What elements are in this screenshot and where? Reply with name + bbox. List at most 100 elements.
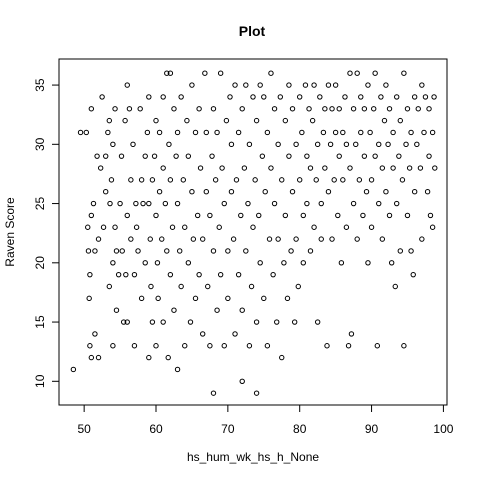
- data-point: [335, 212, 341, 219]
- data-point: [207, 212, 213, 219]
- data-point: [320, 129, 327, 136]
- data-point: [372, 70, 378, 76]
- data-point: [153, 343, 159, 349]
- data-point: [376, 141, 382, 148]
- data-point: [279, 177, 285, 183]
- data-point: [203, 129, 209, 136]
- data-point: [197, 165, 204, 171]
- x-tick-label: 80: [293, 422, 307, 436]
- data-point: [164, 248, 170, 254]
- data-point: [185, 260, 192, 266]
- data-point: [331, 177, 337, 183]
- data-point: [432, 165, 438, 171]
- data-point: [250, 224, 256, 230]
- data-point: [239, 307, 245, 313]
- data-point: [277, 94, 284, 100]
- data-point: [92, 331, 98, 337]
- data-point: [131, 271, 138, 278]
- data-point: [144, 129, 151, 136]
- data-point: [399, 177, 406, 183]
- data-point: [196, 271, 202, 278]
- data-point: [164, 70, 170, 76]
- data-point: [88, 354, 95, 361]
- data-point: [87, 271, 93, 278]
- data-points: [70, 70, 438, 396]
- data-point: [347, 70, 353, 76]
- data-point: [385, 141, 391, 148]
- data-point: [311, 224, 317, 230]
- data-point: [379, 236, 386, 242]
- data-point: [167, 271, 174, 278]
- data-point: [286, 153, 292, 159]
- data-point: [350, 106, 357, 112]
- data-point: [297, 94, 303, 100]
- data-point: [358, 129, 364, 136]
- x-tick-label: 90: [365, 422, 379, 436]
- data-point: [313, 177, 319, 183]
- data-point: [160, 319, 166, 325]
- data-point: [403, 141, 409, 148]
- data-point: [88, 106, 95, 112]
- data-point: [392, 283, 398, 290]
- data-point: [126, 106, 133, 112]
- data-point: [275, 141, 281, 148]
- data-point: [115, 271, 122, 278]
- data-point: [105, 129, 111, 136]
- data-point: [314, 319, 321, 325]
- data-point: [235, 271, 242, 278]
- data-point: [253, 390, 260, 396]
- data-point: [205, 283, 211, 290]
- data-point: [378, 94, 384, 100]
- data-point: [396, 153, 402, 159]
- data-point: [289, 106, 296, 112]
- data-point: [381, 117, 388, 124]
- data-point: [171, 307, 177, 313]
- data-point: [325, 189, 332, 195]
- data-point: [329, 236, 335, 242]
- data-point: [264, 129, 271, 136]
- data-point: [390, 129, 396, 136]
- data-point: [103, 189, 109, 195]
- data-point: [286, 82, 292, 88]
- data-point: [155, 295, 161, 302]
- data-point: [118, 153, 125, 159]
- data-point: [214, 307, 220, 313]
- data-point: [122, 117, 128, 124]
- data-point: [171, 106, 177, 112]
- data-point: [221, 343, 227, 349]
- data-point: [174, 129, 181, 136]
- x-tick-label: 50: [77, 422, 91, 436]
- y-tick-label: 15: [33, 315, 47, 329]
- data-point: [227, 94, 233, 100]
- data-point: [417, 165, 424, 171]
- data-point: [243, 248, 249, 254]
- data-point: [190, 236, 197, 242]
- data-point: [174, 200, 181, 207]
- data-point: [342, 94, 348, 100]
- data-point: [406, 165, 413, 171]
- data-point: [284, 295, 291, 302]
- data-point: [165, 354, 171, 361]
- data-point: [160, 165, 166, 171]
- data-point: [221, 200, 227, 207]
- data-point: [363, 189, 370, 195]
- data-point: [110, 343, 116, 349]
- data-point: [350, 200, 357, 207]
- data-point: [177, 248, 183, 254]
- data-point: [281, 260, 287, 266]
- data-point: [275, 236, 281, 242]
- data-point: [252, 177, 258, 183]
- plot-frame: [58, 58, 448, 406]
- y-tick-label: 10: [33, 374, 47, 388]
- data-point: [360, 212, 366, 219]
- data-point: [309, 117, 316, 124]
- data-point: [216, 224, 222, 230]
- data-point: [209, 153, 215, 159]
- data-point: [239, 106, 245, 112]
- x-tick-label: 100: [433, 422, 453, 436]
- data-point: [138, 295, 145, 302]
- data-point: [112, 224, 118, 230]
- data-point: [124, 82, 130, 88]
- data-point: [368, 177, 375, 183]
